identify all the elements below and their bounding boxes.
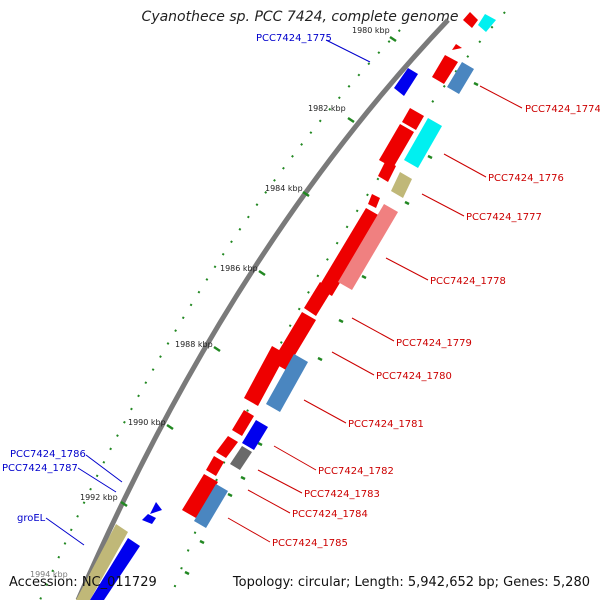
gene-feature-1775[interactable] bbox=[394, 68, 418, 96]
scale-label-1994: 1994 kbp bbox=[30, 570, 68, 579]
gene-feature-1774-blue[interactable] bbox=[447, 62, 474, 94]
scale-dots bbox=[39, 29, 401, 600]
gene-label-1778[interactable]: PCC7424_1778 bbox=[430, 276, 506, 287]
gene-feature-groel[interactable] bbox=[76, 524, 128, 600]
gene-label-1781[interactable]: PCC7424_1781 bbox=[348, 419, 424, 430]
gene-feature-1783-red-a[interactable] bbox=[216, 436, 238, 458]
gene-label-1780[interactable]: PCC7424_1780 bbox=[376, 371, 452, 382]
gene-label-1779[interactable]: PCC7424_1779 bbox=[396, 338, 472, 349]
scale-label-1988: 1988 kbp bbox=[175, 340, 213, 349]
gene-feature-1787[interactable] bbox=[142, 514, 156, 524]
gene-feature-top-cyan[interactable] bbox=[478, 14, 496, 32]
gene-features bbox=[76, 12, 496, 600]
gene-feature-1776-cyan[interactable] bbox=[404, 118, 442, 168]
gene-tick-marks bbox=[184, 81, 479, 576]
gene-feature-1783-red-b[interactable] bbox=[206, 456, 224, 476]
gene-feature-small-red[interactable] bbox=[452, 44, 462, 50]
gene-label-1785[interactable]: PCC7424_1785 bbox=[272, 538, 348, 549]
scale-ticks bbox=[120, 35, 397, 508]
right-label-connectors bbox=[227, 85, 523, 543]
gene-feature-1778-red-b[interactable] bbox=[318, 208, 380, 296]
gene-feature-1779[interactable] bbox=[304, 282, 332, 316]
gene-feature-1783-gray[interactable] bbox=[230, 446, 252, 470]
gene-feature-1777-olive[interactable] bbox=[391, 172, 412, 198]
gene-feature-1776-red-a[interactable] bbox=[402, 108, 424, 130]
gene-feature-1781-red[interactable] bbox=[244, 346, 286, 406]
gene-label-1777[interactable]: PCC7424_1777 bbox=[466, 212, 542, 223]
gene-feature-top-red[interactable] bbox=[463, 12, 478, 28]
genome-summary-text: Topology: circular; Length: 5,942,652 bp… bbox=[232, 575, 590, 590]
gene-feature-1782-red[interactable] bbox=[232, 410, 254, 436]
gene-feature-1784[interactable] bbox=[182, 474, 218, 518]
scale-label-1980: 1980 kbp bbox=[352, 26, 390, 35]
gene-label-1774[interactable]: PCC7424_1774 bbox=[525, 104, 600, 115]
gene-feature-1778-red-a[interactable] bbox=[368, 194, 380, 208]
gene-feature-1777-red[interactable] bbox=[378, 160, 396, 182]
gene-feature-1774-red[interactable] bbox=[432, 55, 458, 84]
gene-label-1782[interactable]: PCC7424_1782 bbox=[318, 466, 394, 477]
gene-feature-1781-blue[interactable] bbox=[266, 354, 308, 412]
gene-feature-1782-blue[interactable] bbox=[242, 420, 268, 450]
gene-feature-bottom-blue[interactable] bbox=[90, 538, 140, 600]
scale-label-1984: 1984 kbp bbox=[265, 184, 303, 193]
gene-label-1784[interactable]: PCC7424_1784 bbox=[292, 509, 368, 520]
gene-label-1776[interactable]: PCC7424_1776 bbox=[488, 173, 564, 184]
gene-label-groel[interactable]: groEL bbox=[17, 513, 46, 524]
gene-label-1786[interactable]: PCC7424_1786 bbox=[10, 449, 86, 460]
scale-label-1982: 1982 kbp bbox=[308, 104, 346, 113]
gene-feature-1776-red-b[interactable] bbox=[379, 124, 414, 168]
gene-feature-1785[interactable] bbox=[194, 484, 228, 528]
scale-label-1986: 1986 kbp bbox=[220, 264, 258, 273]
genome-backbone bbox=[75, 18, 450, 600]
accession-text: Accession: NC_011729 bbox=[9, 575, 157, 590]
scale-label-1992: 1992 kbp bbox=[80, 493, 118, 502]
gene-feature-1786[interactable] bbox=[150, 502, 162, 514]
scale-label-1990: 1990 kbp bbox=[128, 418, 166, 427]
gene-feature-1778-pink[interactable] bbox=[338, 204, 398, 290]
gene-label-1783[interactable]: PCC7424_1783 bbox=[304, 489, 380, 500]
gene-label-1787[interactable]: PCC7424_1787 bbox=[2, 463, 78, 474]
map-title: Cyanothece sp. PCC 7424, complete genome bbox=[141, 9, 459, 25]
gene-label-1775[interactable]: PCC7424_1775 bbox=[256, 33, 332, 44]
left-label-connectors bbox=[45, 39, 371, 546]
